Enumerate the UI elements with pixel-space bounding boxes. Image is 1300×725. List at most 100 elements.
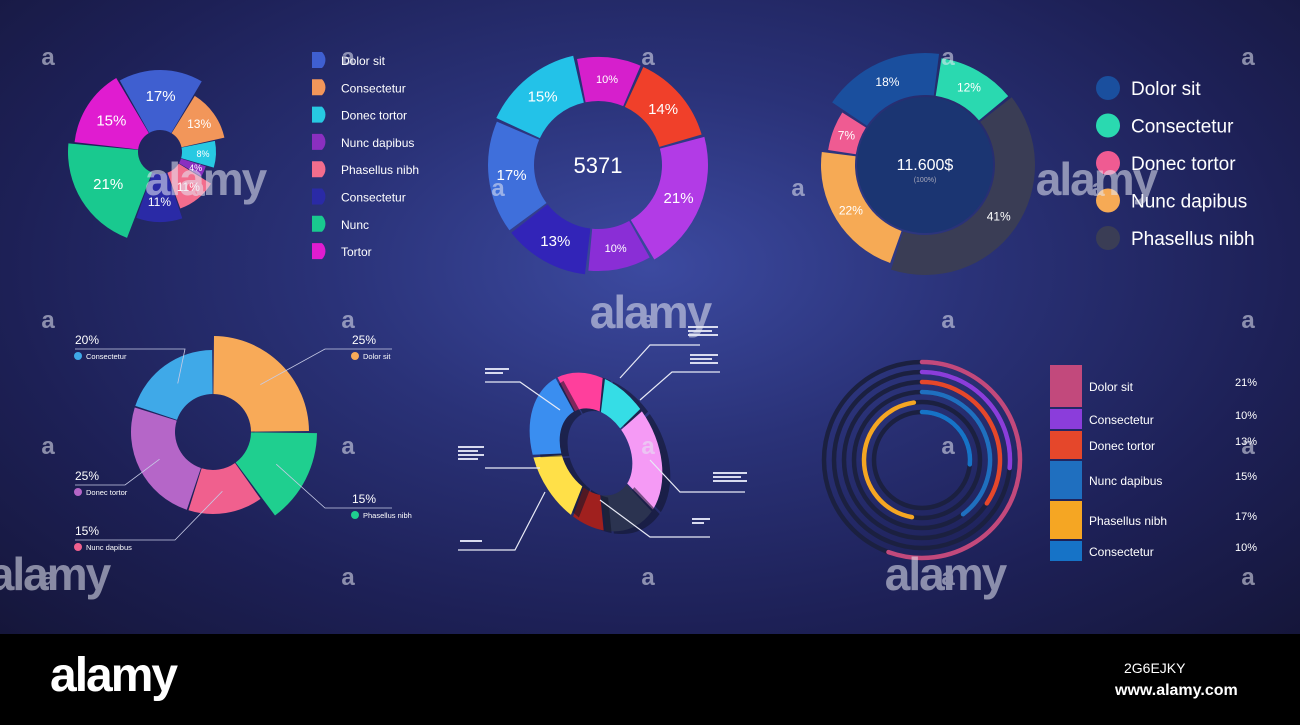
slice-label: 11% (177, 180, 200, 194)
footer-url: www.alamy.com (1115, 682, 1238, 699)
callout-text-placeholder (688, 330, 712, 332)
legend-swatch (312, 243, 326, 260)
callout-text-placeholder (460, 540, 482, 542)
watermark-mark: a (341, 44, 355, 71)
legend-bar (1050, 501, 1082, 539)
legend-value: 13% (1235, 436, 1257, 448)
legend-label: Nunc dapibus (1131, 192, 1247, 213)
legend-swatch (312, 188, 326, 205)
chart-stage: 17% 13% 8% 4% 11% 11% 21% 15% Dolor sit Consectet… (0, 0, 1300, 634)
donut-segment (935, 58, 1009, 121)
donut-segment (135, 350, 213, 420)
watermark-mark: a (941, 564, 955, 591)
watermark-mark: a (41, 44, 55, 71)
callout-percent: 20% (75, 333, 99, 347)
chart-6-radial: Dolor sit 21% Consectetur 10% Donec tortor 13… (821, 359, 1257, 561)
donut-segment (577, 57, 641, 107)
callout-text-placeholder (690, 354, 718, 356)
legend-bar (1050, 431, 1082, 459)
callout-text-placeholder (690, 358, 712, 360)
legend-value: 10% (1235, 410, 1257, 422)
callout-text-placeholder (692, 522, 704, 524)
legend-label: Consectetur (1131, 117, 1234, 138)
donut-segment (131, 407, 201, 510)
legend-swatch (312, 133, 326, 150)
callout-line (75, 348, 186, 384)
watermark-text: alamy (0, 548, 112, 600)
footer-bar (0, 634, 1300, 725)
callout-text-placeholder (458, 458, 478, 460)
legend-dot (1096, 113, 1120, 138)
donut-segment (588, 220, 650, 271)
segment-label: 17% (497, 167, 527, 184)
legend-label: Phasellus nibh (341, 163, 419, 177)
legend-value: 21% (1235, 377, 1257, 389)
legend-label: Nunc dapibus (341, 136, 414, 150)
donut-segment (624, 66, 702, 147)
callout-text-placeholder (688, 334, 718, 336)
watermark-mark: a (941, 307, 955, 334)
watermark-text: alamy (145, 153, 268, 205)
slice-label: 11% (148, 195, 171, 209)
legend-label: Donec tortor (341, 109, 407, 123)
legend-label: Nunc dapibus (1089, 474, 1162, 488)
pie-slice (178, 158, 206, 177)
chart-3-donut: 12% 41% 22% 7% 18% 11.600$ (100%) Dolor sit Cons… (820, 53, 1255, 275)
segment-label: 10% (605, 243, 627, 255)
center-total: 5371 (574, 153, 623, 178)
watermark-mark: a (41, 433, 55, 460)
legend-label: Consectetur (1089, 413, 1154, 427)
callout-text-placeholder (713, 472, 747, 474)
pie-slice (74, 77, 149, 150)
watermark-mark: a (1091, 175, 1105, 202)
legend-dot (1096, 76, 1120, 100)
watermark-mark: a (341, 307, 355, 334)
watermark-mark: a (1241, 564, 1255, 591)
callout-percent: 25% (75, 469, 99, 483)
callout-line (485, 381, 561, 411)
legend-bar (1050, 461, 1082, 499)
footer-brand: alamy (50, 649, 178, 702)
watermark-mark: a (941, 433, 955, 460)
segment-label: 13% (540, 233, 570, 250)
legend-label: Donec tortor (1131, 154, 1236, 175)
legend-swatch (312, 79, 326, 96)
legend-label: Donec tortor (1089, 439, 1155, 453)
watermark-mark: a (641, 433, 655, 460)
legend-swatch (312, 52, 326, 68)
pie-slice (136, 172, 183, 222)
watermark-mark: a (1241, 44, 1255, 71)
callout-text-placeholder (458, 450, 478, 452)
radial-bar (886, 359, 1023, 561)
donut-segment (891, 97, 1035, 275)
donut-segment (235, 432, 317, 516)
chart-1-pie: 17% 13% 8% 4% 11% 11% 21% 15% Dolor sit Consectet… (67, 52, 419, 260)
watermark-mark: a (1241, 433, 1255, 460)
legend-label: Nunc (341, 218, 369, 232)
radial-bar (919, 389, 993, 517)
legend-label: Consectetur (1089, 545, 1154, 559)
legend-label: Dolor sit (1089, 380, 1134, 394)
callout-text-placeholder (458, 446, 484, 448)
legend-label: Phasellus nibh (1089, 514, 1167, 528)
callout-line (75, 490, 223, 541)
slice-label: 17% (146, 88, 176, 105)
segment-label: 14% (648, 101, 678, 118)
legend-label: Dolor sit (1131, 79, 1201, 100)
legend-dot (1096, 188, 1120, 213)
slice-label: 4% (189, 163, 202, 173)
pie-slice (171, 95, 225, 148)
charts-svg: 17% 13% 8% 4% 11% 11% 21% 15% Dolor sit Consectet… (0, 44, 1257, 600)
donut-segment (832, 53, 940, 126)
radial-bar (919, 369, 1013, 471)
watermark-mark: a (1241, 307, 1255, 334)
watermark-mark: a (341, 433, 355, 460)
footer-image-id: 2G6EJKY (1124, 660, 1186, 676)
donut-3d-segment (557, 372, 603, 412)
donut-3d-segment (529, 378, 574, 455)
legend-label: Tortor (341, 245, 372, 259)
segment-label: 41% (987, 210, 1011, 224)
callout-name: Dolor sit (363, 352, 391, 361)
